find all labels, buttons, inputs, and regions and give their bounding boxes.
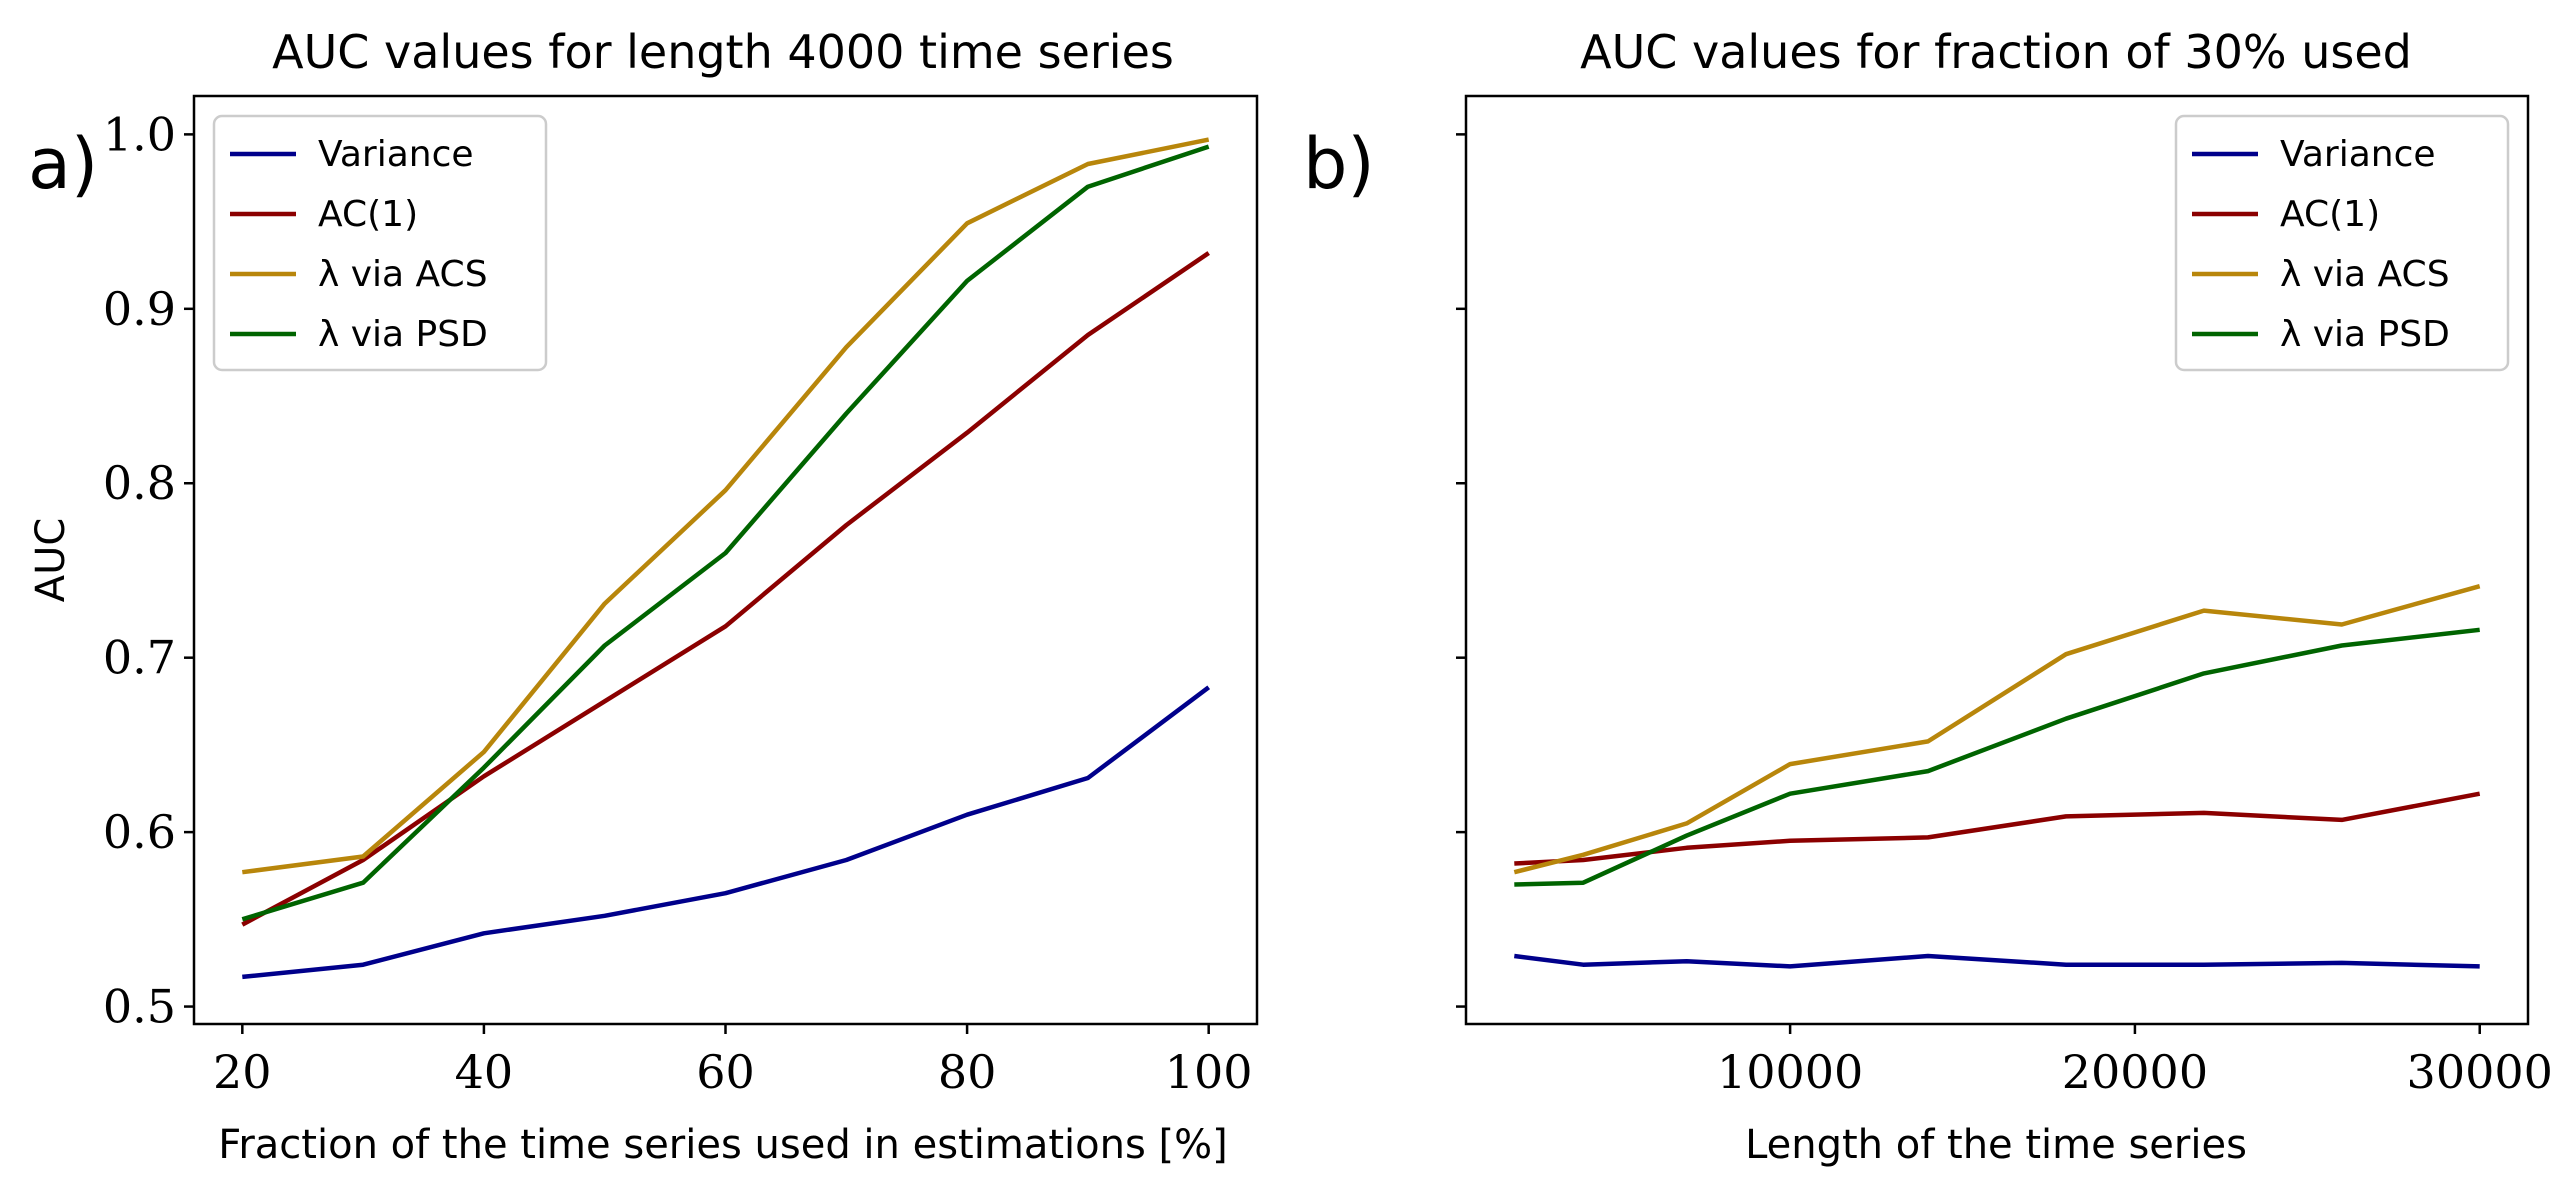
panel-b-title: AUC values for fraction of 30% used [1580, 25, 2412, 79]
panel-b-legend-label: Variance [2280, 134, 2436, 175]
panel-a-series-line-4 [241, 144, 1210, 922]
panel-b-legend-label: λ via PSD [2280, 314, 2450, 355]
panel-a: AUC values for length 4000 time series F… [28, 25, 1259, 1168]
panel-a-legend-box [212, 114, 548, 372]
panel-b-series-line-4 [1514, 627, 2480, 887]
panel-a-legend-label: λ via PSD [318, 314, 488, 355]
panel-a-ylabel: AUC [28, 518, 74, 603]
panel-b-xlabel: Length of the time series [1745, 1122, 2247, 1168]
panel-b-series-line-1 [1514, 953, 2480, 969]
panel-a-series-line-1 [242, 685, 1211, 980]
panel-b-letter: b) [1303, 123, 1375, 205]
panel-a-y-tick-label: 0.9 [103, 282, 176, 336]
panel-a-x-tick-label: 40 [455, 1045, 514, 1099]
panel-a-xlabel: Fraction of the time series used in esti… [218, 1122, 1227, 1168]
panel-a-letter: a) [28, 123, 98, 205]
panel-a-x-tick-label: 60 [696, 1045, 755, 1099]
panel-a-x-tick-label: 80 [938, 1045, 997, 1099]
panel-a-y-tick-label: 1.0 [103, 107, 176, 161]
panel-a-x-tick-label: 100 [1165, 1045, 1253, 1099]
panel-a-y-tick-label: 0.7 [103, 631, 176, 685]
panel-b-x-tick-label: 20000 [2062, 1045, 2208, 1099]
panel-a-x-tick-label: 20 [213, 1045, 272, 1099]
panel-a-legend-label: Variance [318, 134, 474, 175]
panel-b-axes-frame [1464, 94, 2530, 1026]
panel-a-legend: Variance AC(1) λ via ACS λ via PSD [212, 114, 548, 372]
panel-a-plot: 20 40 60 80 100 0.5 0.6 0.7 0.8 0.9 1.0 Variance AC(… [103, 94, 1259, 1099]
panel-b-legend-label: AC(1) [2280, 194, 2380, 235]
panel-b-legend: Variance AC(1) λ via ACS λ via PSD [2174, 114, 2510, 372]
panel-b-x-tick-label: 10000 [1717, 1045, 1863, 1099]
panel-a-title: AUC values for length 4000 time series [272, 25, 1174, 79]
panel-a-y-tick-label: 0.5 [103, 980, 176, 1034]
panel-b-legend-box [2174, 114, 2510, 372]
panel-b-plot: 10000 20000 30000 Variance AC(1) λ via ACS λ v… [1456, 94, 2553, 1099]
panel-b: AUC values for fraction of 30% used Leng… [1303, 25, 2553, 1168]
panel-b-legend-label: λ via ACS [2280, 254, 2450, 295]
panel-b-series-line-3 [1513, 584, 2481, 875]
panel-b-x-tick-label: 30000 [2407, 1045, 2553, 1099]
panel-a-legend-label: λ via ACS [318, 254, 488, 295]
panel-b-series-line-2 [1514, 791, 2481, 866]
panel-a-y-tick-label: 0.6 [103, 805, 176, 859]
panel-a-series-line-3 [242, 137, 1210, 875]
panel-a-y-tick-label: 0.8 [103, 456, 176, 510]
panel-a-series-line-2 [241, 251, 1210, 927]
panel-a-legend-label: AC(1) [318, 194, 418, 235]
